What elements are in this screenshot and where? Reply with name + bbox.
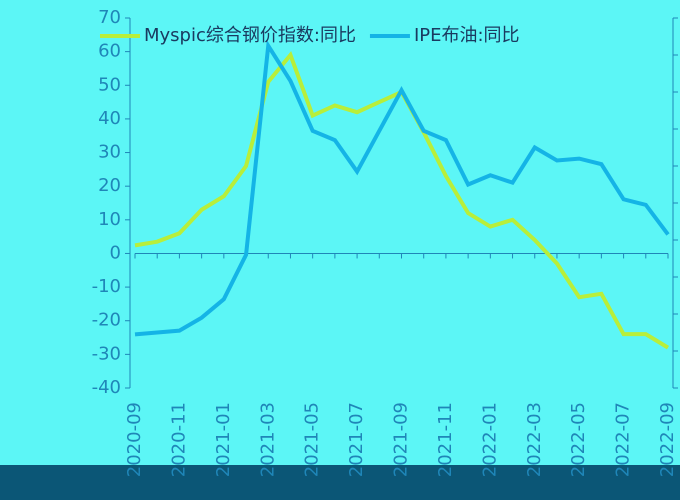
x-tick-label: 2022-03: [524, 402, 545, 477]
x-tick-label: 2021-03: [257, 402, 278, 477]
y-tick-label: 30: [98, 142, 121, 163]
y-tick-label: 10: [98, 209, 121, 230]
x-tick-label: 2022-07: [613, 402, 634, 477]
x-tick-label: 2021-07: [346, 402, 367, 477]
y-tick-label: -30: [92, 343, 121, 364]
x-tick-label: 2022-09: [657, 402, 678, 477]
footer-band: [0, 465, 680, 500]
y-tick-label: 20: [98, 175, 121, 196]
x-tick-label: 2020-11: [168, 402, 189, 477]
legend-label: Myspic综合钢价指数:同比: [144, 25, 356, 46]
y-tick-label: -10: [92, 276, 121, 297]
y-tick-label: 40: [98, 108, 121, 129]
y-tick-label: 50: [98, 74, 121, 95]
x-tick-label: 2021-05: [302, 402, 323, 477]
y-tick-label: 0: [110, 242, 121, 263]
legend: Myspic综合钢价指数:同比 IPE布油:同比: [100, 25, 520, 46]
y-tick-label: -20: [92, 310, 121, 331]
x-tick-label: 2022-01: [479, 402, 500, 477]
x-tick-label: 2021-11: [435, 402, 456, 477]
x-tick-label: 2021-01: [213, 402, 234, 477]
y-tick-label: 60: [98, 41, 121, 62]
y-tick-label: 70: [98, 7, 121, 28]
x-tick-label: 2020-09: [124, 402, 145, 477]
legend-label: IPE布油:同比: [414, 25, 520, 46]
x-tick-label: 2021-09: [391, 402, 412, 477]
series-line: [134, 51, 670, 350]
y-tick-label: -40: [92, 377, 121, 398]
series-line: [134, 39, 670, 337]
x-tick-label: 2022-05: [568, 402, 589, 477]
